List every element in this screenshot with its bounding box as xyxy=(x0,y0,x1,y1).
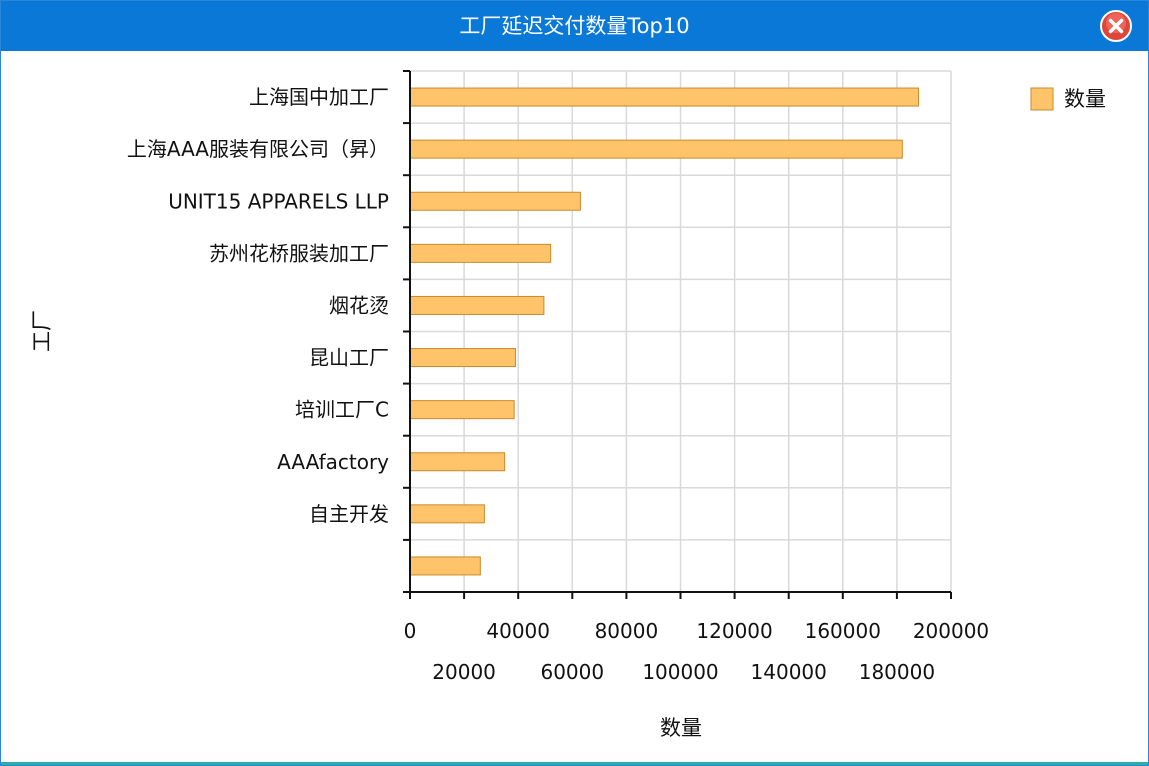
category-label: 上海国中加工厂 xyxy=(249,85,389,109)
bar xyxy=(409,348,516,368)
window-title: 工厂延迟交付数量Top10 xyxy=(459,14,690,38)
x-tick-label: 140000 xyxy=(751,660,827,684)
close-icon[interactable] xyxy=(1100,10,1132,42)
x-axis-title: 数量 xyxy=(660,716,702,740)
x-tick-label: 40000 xyxy=(486,619,550,643)
bar xyxy=(409,556,481,576)
window-bottom-border xyxy=(1,762,1148,765)
bar xyxy=(409,504,485,524)
x-tick-label: 120000 xyxy=(696,619,772,643)
x-tick-label: 200000 xyxy=(913,619,989,643)
category-label: 培训工厂C xyxy=(295,398,389,422)
bar xyxy=(409,87,920,107)
category-label: 自主开发 xyxy=(309,502,389,526)
y-axis-title: 工厂 xyxy=(30,310,54,352)
bar xyxy=(409,295,545,315)
bar xyxy=(409,191,581,211)
x-tick-label: 160000 xyxy=(805,619,881,643)
category-label: 上海AAA服装有限公司（昇） xyxy=(127,137,389,161)
category-label: AAAfactory xyxy=(277,450,389,474)
x-tick-label: 80000 xyxy=(595,619,659,643)
x-tick-label: 60000 xyxy=(540,660,604,684)
x-tick-label: 20000 xyxy=(432,660,496,684)
bar xyxy=(409,400,515,420)
category-label: 昆山工厂 xyxy=(309,346,389,370)
title-bar: 工厂延迟交付数量Top10 xyxy=(1,1,1148,51)
x-tick-label: 100000 xyxy=(642,660,718,684)
category-label: 苏州花桥服装加工厂 xyxy=(209,241,389,265)
category-label: 烟花烫 xyxy=(329,293,389,317)
x-tick-label: 180000 xyxy=(859,660,935,684)
category-label: UNIT15 APPARELS LLP xyxy=(168,189,389,213)
bar xyxy=(409,243,552,263)
legend-swatch xyxy=(1030,87,1054,111)
bar xyxy=(409,139,903,159)
x-tick-label: 0 xyxy=(404,619,417,643)
legend-label: 数量 xyxy=(1064,87,1106,111)
bar xyxy=(409,452,506,472)
